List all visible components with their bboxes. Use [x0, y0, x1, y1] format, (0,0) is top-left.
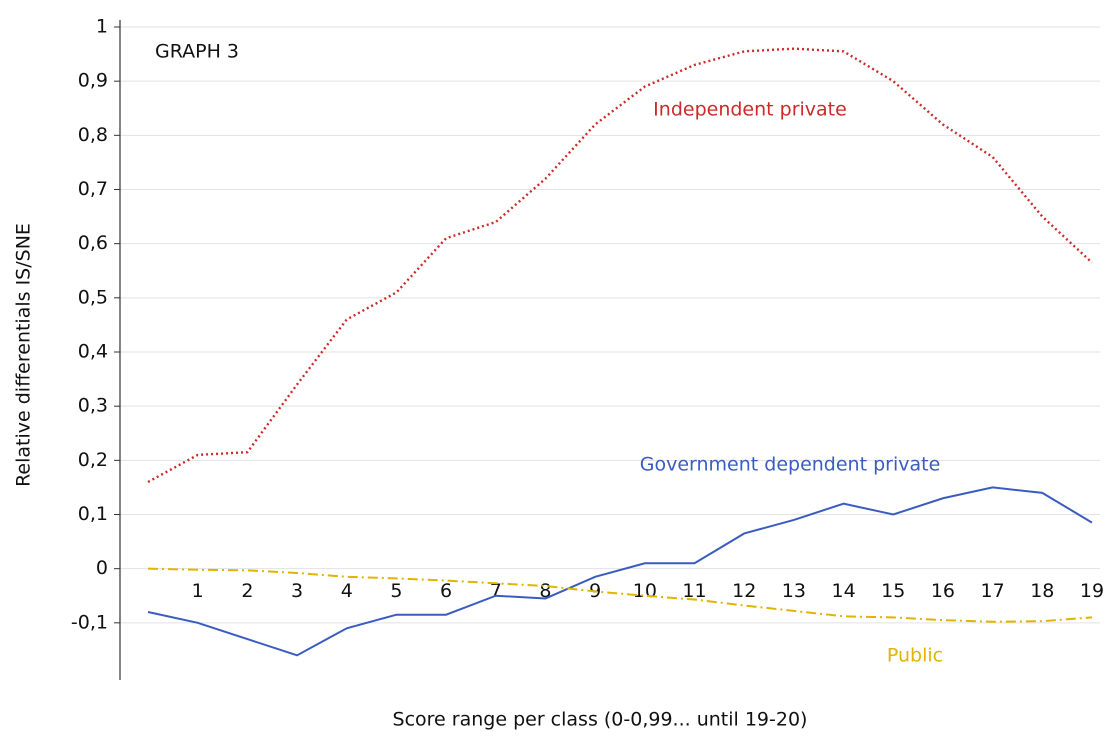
y-tick-label: 0,6: [78, 232, 108, 254]
x-tick-label: 13: [782, 580, 806, 602]
graph-annotation: GRAPH 3: [155, 41, 239, 63]
series-label: Public: [887, 645, 943, 667]
x-tick-label: 6: [440, 580, 452, 602]
y-tick-label: 0: [96, 557, 108, 579]
series-label: Government dependent private: [640, 454, 941, 476]
x-tick-label: 17: [981, 580, 1005, 602]
y-tick-label: 1: [96, 16, 108, 38]
x-tick-label: 3: [291, 580, 303, 602]
series-label: Independent private: [653, 99, 847, 121]
y-tick-label: 0,4: [78, 341, 108, 363]
y-tick-label: -0,1: [71, 611, 108, 633]
series-line: [147, 567, 1093, 623]
x-tick-label: 15: [881, 580, 905, 602]
x-tick-label: 4: [341, 580, 353, 602]
series-line: [147, 486, 1093, 657]
x-tick-label: 14: [831, 580, 855, 602]
y-tick-label: 0,2: [78, 449, 108, 471]
x-tick-label: 5: [390, 580, 402, 602]
y-tick-label: 0,9: [78, 70, 108, 92]
y-tick-label: 0,5: [78, 286, 108, 308]
x-tick-label: 18: [1030, 580, 1054, 602]
y-tick-label: 0,3: [78, 395, 108, 417]
x-tick-label: 10: [633, 580, 657, 602]
x-tick-label: 12: [732, 580, 756, 602]
x-tick-label: 11: [682, 580, 706, 602]
y-tick-label: 0,1: [78, 503, 108, 525]
x-tick-label: 16: [931, 580, 955, 602]
y-axis-title: Relative differentials IS/SNE: [13, 223, 35, 487]
x-axis-title: Score range per class (0-0,99... until 1…: [393, 709, 808, 731]
x-tick-label: 19: [1080, 580, 1104, 602]
y-tick-label: 0,7: [78, 178, 108, 200]
x-tick-label: 1: [192, 580, 204, 602]
y-tick-label: 0,8: [78, 124, 108, 146]
x-tick-label: 2: [241, 580, 253, 602]
series-line: [147, 47, 1093, 484]
